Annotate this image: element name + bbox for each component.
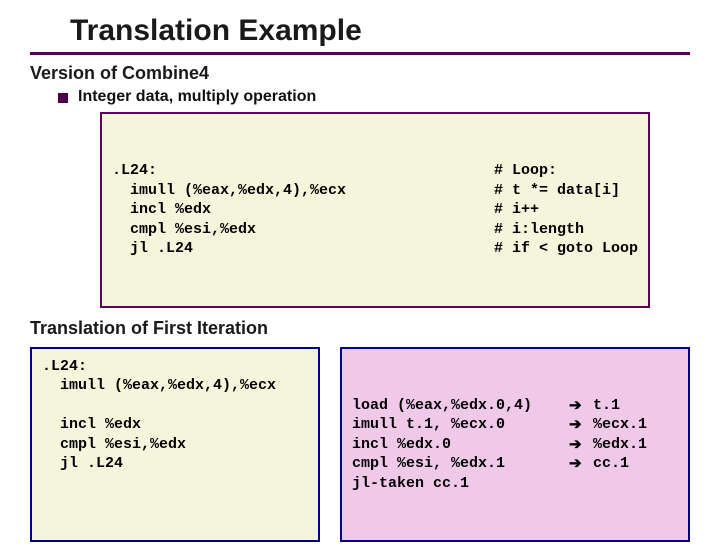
ir-right: cc.1: [593, 454, 678, 474]
arrow-icon: ➔: [569, 435, 587, 455]
arrow-icon: ➔: [569, 454, 587, 474]
translation-row: .L24: imull (%eax,%edx,4),%ecx incl %edx…: [30, 347, 690, 543]
ir-left: cmpl %esi, %edx.1: [352, 454, 563, 474]
arrow-icon: ➔: [569, 415, 587, 435]
ir-left: jl-taken cc.1: [352, 474, 563, 494]
code-text: cmpl %esi,%edx: [112, 220, 486, 240]
ir-right: t.1: [593, 396, 678, 416]
code-text: imull (%eax,%edx,4),%ecx: [112, 181, 486, 201]
code-box-loop: .L24: # Loop: imull (%eax,%edx,4),%ecx # t…: [100, 112, 650, 308]
bullet-row: Integer data, multiply operation: [58, 88, 690, 106]
code-text: .L24:: [112, 161, 486, 181]
ir-right: %edx.1: [593, 435, 678, 455]
ir-left: load (%eax,%edx.0,4): [352, 396, 563, 416]
code-text: incl %edx: [112, 200, 486, 220]
ir-left: imull t.1, %ecx.0: [352, 415, 563, 435]
square-bullet-icon: [58, 93, 68, 103]
code-text: jl .L24: [112, 239, 486, 259]
arrow-icon: ➔: [569, 396, 587, 416]
code-box-right: load (%eax,%edx.0,4) ➔ t.1 imull t.1, %ecx.…: [340, 347, 690, 543]
ir-left: incl %edx.0: [352, 435, 563, 455]
code-comment: # t *= data[i]: [494, 181, 638, 201]
code-comment: # i:length: [494, 220, 638, 240]
bullet-text: Integer data, multiply operation: [78, 88, 316, 106]
code-comment: # if < goto Loop: [494, 239, 638, 259]
code-box-left: .L24: imull (%eax,%edx,4),%ecx incl %edx…: [30, 347, 320, 543]
title-rule: [30, 52, 690, 55]
ir-right: %ecx.1: [593, 415, 678, 435]
slide-title: Translation Example: [70, 14, 690, 48]
code-comment: # Loop:: [494, 161, 638, 181]
section-translation: Translation of First Iteration: [30, 318, 690, 339]
section-version: Version of Combine4: [30, 63, 690, 84]
code-comment: # i++: [494, 200, 638, 220]
